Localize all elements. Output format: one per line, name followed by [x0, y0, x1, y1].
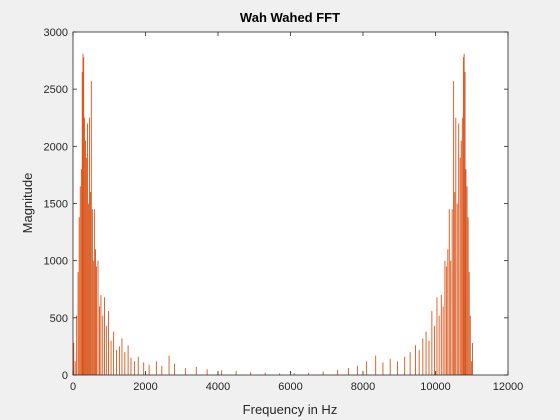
x-tick-label: 6000 — [278, 381, 302, 393]
y-tick-label: 2500 — [44, 84, 68, 96]
x-tick-label: 8000 — [351, 381, 375, 393]
x-tick-label: 12000 — [493, 381, 524, 393]
y-axis-ticks: 0 500 1000 1500 2000 2500 3000 — [44, 27, 508, 382]
y-axis-label: Magnitude — [20, 173, 35, 234]
x-axis-label: Frequency in Hz — [243, 402, 338, 417]
spectrum-series — [73, 53, 473, 375]
x-tick-label: 4000 — [206, 381, 230, 393]
x-tick-label: 0 — [70, 381, 76, 393]
x-tick-label: 2000 — [133, 381, 157, 393]
plot-area — [73, 32, 508, 375]
y-tick-label: 1500 — [44, 199, 68, 211]
y-tick-label: 3000 — [44, 27, 68, 39]
y-tick-label: 0 — [62, 370, 68, 382]
chart-title: Wah Wahed FFT — [240, 10, 340, 25]
x-axis-ticks: 0 2000 4000 6000 8000 10000 12000 — [70, 32, 523, 393]
y-tick-label: 500 — [50, 313, 68, 325]
x-tick-label: 10000 — [420, 381, 451, 393]
y-tick-label: 1000 — [44, 256, 68, 268]
y-tick-label: 2000 — [44, 141, 68, 153]
